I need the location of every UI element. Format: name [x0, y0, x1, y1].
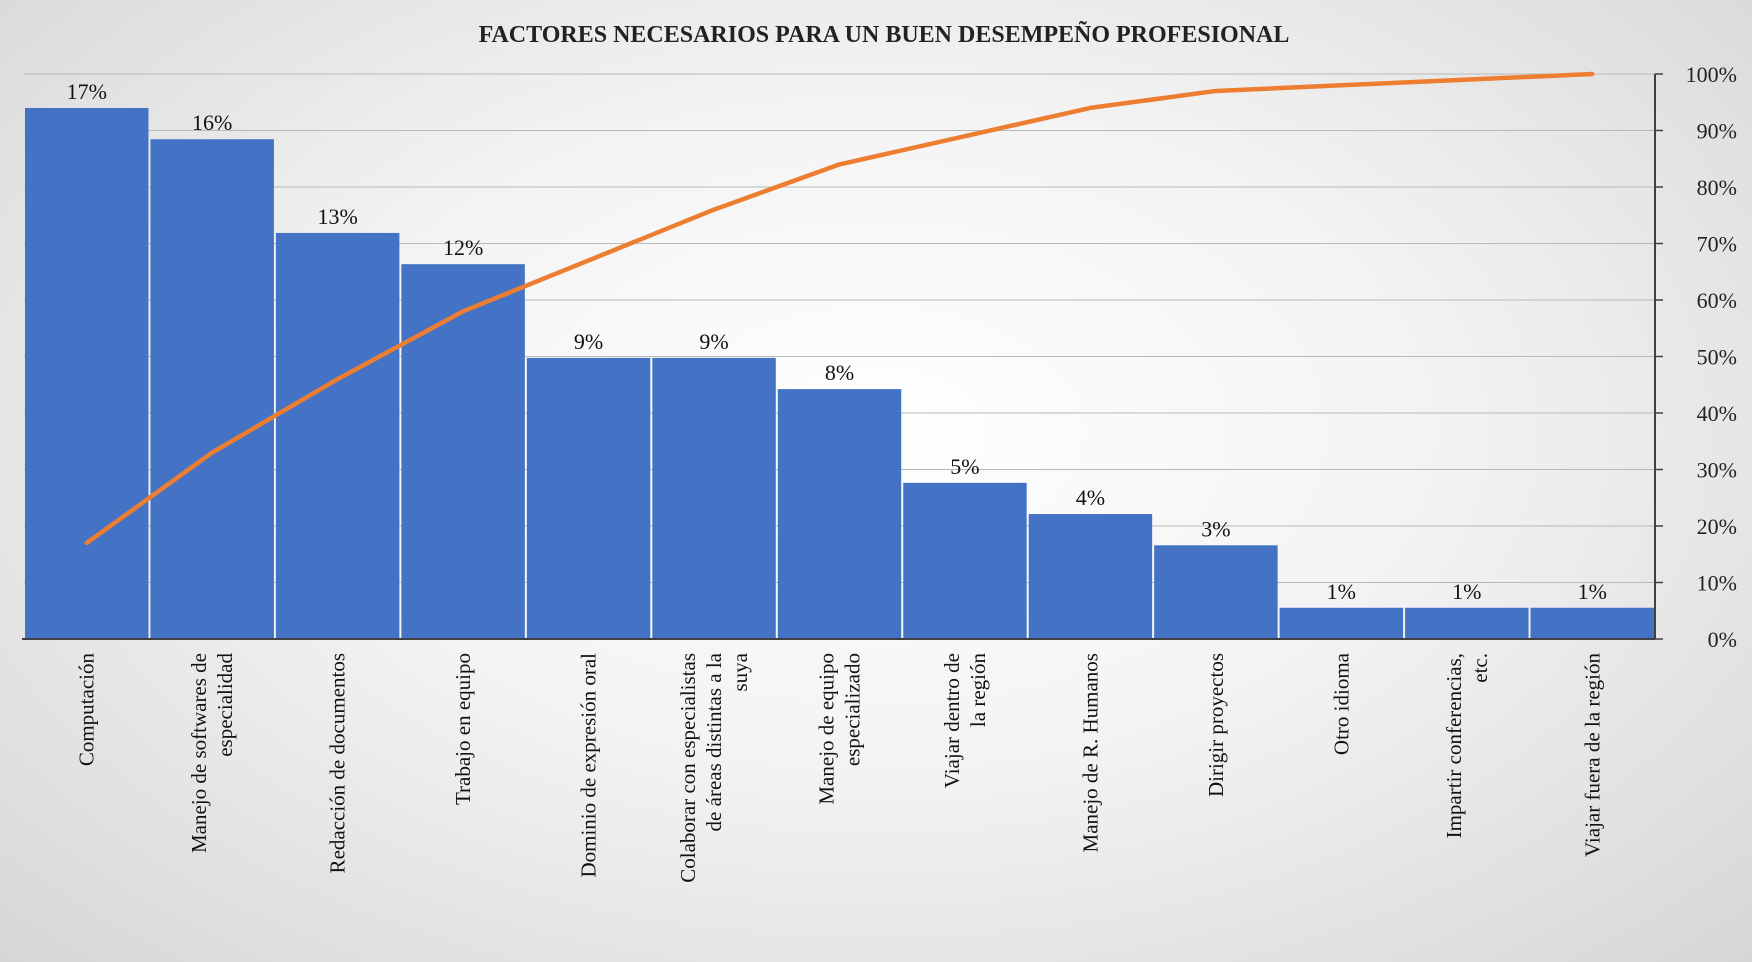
x-tick-label-line: especialidad — [213, 653, 237, 757]
x-tick-label-line: especializado — [841, 653, 865, 766]
chart-title: FACTORES NECESARIOS PARA UN BUEN DESEMPE… — [479, 22, 1290, 48]
x-tick-label-line: Viajar dentro de — [940, 653, 964, 788]
cumulative-line-series — [84, 71, 1595, 546]
y-tick-label: 80% — [1697, 175, 1737, 200]
data-label: 16% — [192, 110, 232, 135]
data-label: 1% — [1578, 579, 1607, 604]
y-tick-label: 90% — [1697, 119, 1737, 144]
bar — [652, 357, 776, 639]
y-tick-label: 50% — [1697, 345, 1737, 370]
bar — [903, 482, 1027, 639]
x-tick-label: Trabajo en equipo — [451, 653, 475, 805]
x-tick-label-line: Dominio de expresión oral — [577, 653, 601, 878]
y-tick-label: 0% — [1708, 627, 1737, 652]
bar — [526, 357, 651, 639]
x-tick-label-line: Viajar fuera de la región — [1580, 653, 1604, 857]
x-tick-label-line: Impartir conferencias, — [1442, 653, 1466, 838]
x-tick-label-line: Trabajo en equipo — [451, 653, 475, 805]
x-tick-label: Dirigir proyectos — [1204, 653, 1228, 797]
x-tick-label: Computación — [75, 653, 99, 767]
bar — [275, 232, 400, 640]
x-tick-label-line: Manejo de equipo — [815, 653, 839, 805]
y-tick-label: 30% — [1697, 458, 1737, 483]
x-tick-label-line: Manejo de softwares de — [187, 653, 211, 853]
y-tick-label: 70% — [1697, 232, 1737, 257]
data-label: 17% — [67, 79, 107, 104]
bar-series — [25, 108, 1654, 640]
bar — [1279, 607, 1404, 639]
bar — [777, 389, 902, 639]
x-tick-label-line: la región — [966, 653, 990, 728]
bar — [150, 139, 274, 639]
data-label: 3% — [1201, 516, 1230, 541]
data-label: 1% — [1452, 579, 1481, 604]
x-tick-label: Redacción de documentos — [326, 653, 350, 873]
bar — [1530, 607, 1654, 639]
data-label: 13% — [317, 204, 357, 229]
bar — [25, 108, 149, 639]
y-tick-label: 20% — [1697, 514, 1737, 539]
y-tick-label: 60% — [1697, 288, 1737, 313]
x-tick-label-line: Manejo de R. Humanos — [1078, 653, 1102, 852]
x-tick-label: Otro idioma — [1329, 652, 1353, 755]
x-tick-label-line: suya — [728, 652, 752, 691]
x-axis-tick-labels: Computación Manejo de softwares de especia… — [75, 652, 1605, 882]
y-tick-label: 10% — [1697, 571, 1737, 596]
x-tick-label-line: Colaborar con especialistas — [676, 653, 700, 883]
x-tick-label: Manejo de equipo especializado — [815, 653, 865, 805]
data-label: 9% — [574, 329, 603, 354]
bar — [1154, 545, 1278, 639]
data-label: 1% — [1327, 579, 1356, 604]
x-tick-label: Manejo de softwares de especialidad — [187, 653, 237, 854]
data-label: 9% — [699, 329, 728, 354]
bar — [401, 264, 525, 639]
x-tick-label: Colaborar con especialistas de áreas dist… — [676, 652, 752, 882]
cumulative-line — [84, 71, 1595, 546]
data-label: 4% — [1076, 485, 1105, 510]
x-tick-label: Viajar dentro de la región — [940, 653, 990, 789]
x-tick-label: Manejo de R. Humanos — [1078, 653, 1102, 852]
y-axis-right-tick-labels: 0% 10% 20% 30% 40% 50% 60% 70% 80% 90% 100% — [1686, 62, 1737, 652]
x-tick-label: Dominio de expresión oral — [577, 653, 601, 878]
x-tick-label-line: de áreas distintas a la — [702, 652, 726, 831]
x-tick-label-line: Dirigir proyectos — [1204, 653, 1228, 797]
x-tick-label: Viajar fuera de la región — [1580, 653, 1604, 857]
x-tick-label-line: etc. — [1468, 653, 1492, 683]
y-tick-label: 40% — [1697, 401, 1737, 426]
y-tick-label: 100% — [1686, 62, 1737, 87]
data-label: 5% — [950, 454, 979, 479]
data-labels: 17% 16% 13% 12% 9% 9% 8% 5% 4% 3% 1% 1% 1% — [67, 79, 1607, 604]
bar — [1028, 514, 1153, 639]
data-label: 12% — [443, 235, 483, 260]
x-tick-label-line: Redacción de documentos — [326, 653, 350, 873]
bar — [1405, 607, 1529, 639]
axes — [22, 73, 1663, 640]
x-tick-label-line: Otro idioma — [1329, 652, 1353, 755]
data-label: 8% — [825, 360, 854, 385]
x-tick-label-line: Computación — [75, 653, 99, 767]
x-tick-label: Impartir conferencias, etc. — [1442, 653, 1492, 838]
